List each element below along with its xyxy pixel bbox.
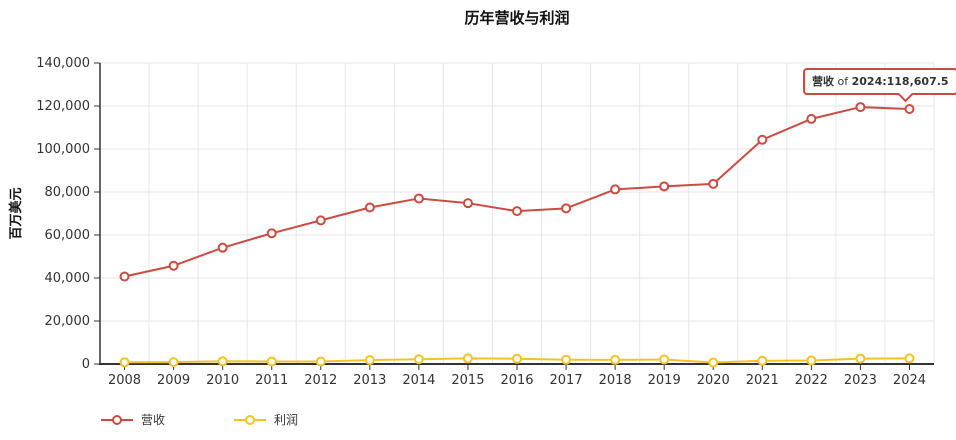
point-利润-2016[interactable]: [512, 353, 522, 364]
y-tick-label: 80,000: [45, 185, 91, 200]
point-利润-2015[interactable]: [462, 353, 473, 364]
point-利润-2010[interactable]: [217, 356, 228, 367]
point-利润-2012[interactable]: [315, 356, 326, 367]
x-tick-label: 2012: [304, 373, 337, 388]
x-tick-label: 2017: [550, 373, 583, 388]
x-tick-label: 2021: [746, 373, 779, 388]
point-营收-2017[interactable]: [561, 203, 572, 214]
y-tick-label: 40,000: [45, 271, 91, 286]
x-tick-label: 2018: [599, 373, 632, 388]
x-tick-label: 2010: [206, 373, 239, 388]
point-利润-2022[interactable]: [806, 355, 817, 366]
x-tick-label: 2009: [157, 373, 190, 388]
legend-item-profit[interactable]: 利润: [233, 411, 298, 428]
point-利润-2019[interactable]: [659, 354, 670, 365]
point-利润-2014[interactable]: [413, 354, 424, 365]
legend-item-revenue[interactable]: 营收: [100, 411, 165, 428]
legend-profit-line-icon: [234, 414, 267, 425]
chart-title: 历年营收与利润: [464, 9, 570, 27]
legend-revenue-line-icon: [101, 414, 133, 425]
x-tick-label: 2022: [795, 373, 828, 388]
legend-profit-label: 利润: [274, 413, 299, 427]
y-tick-label: 120,000: [36, 99, 90, 114]
x-tick-label: 2019: [648, 373, 681, 388]
point-营收-2013[interactable]: [364, 202, 375, 213]
point-营收-2021[interactable]: [757, 134, 768, 145]
point-利润-2009[interactable]: [168, 357, 179, 368]
point-利润-2017[interactable]: [561, 354, 572, 365]
point-利润-2018[interactable]: [610, 354, 621, 365]
legend-revenue-label: 营收: [141, 413, 166, 427]
point-利润-2020[interactable]: [708, 357, 719, 368]
point-利润-2011[interactable]: [266, 356, 277, 367]
x-tick-label: 2008: [108, 373, 141, 388]
x-tick-label: 2016: [500, 373, 533, 388]
y-tick-label: 140,000: [36, 56, 90, 71]
point-营收-2015[interactable]: [462, 198, 473, 209]
point-利润-2008[interactable]: [119, 357, 130, 368]
x-tick-label: 2023: [844, 373, 877, 388]
point-营收-2008[interactable]: [119, 271, 130, 282]
y-axis-title: 百万美元: [8, 187, 24, 239]
point-营收-2019[interactable]: [659, 181, 670, 192]
point-营收-2022[interactable]: [806, 113, 817, 124]
x-tick-label: 2015: [451, 373, 484, 388]
y-tick-label: 20,000: [45, 314, 91, 329]
point-营收-2023[interactable]: [855, 102, 866, 113]
point-营收-2024[interactable]: [904, 103, 915, 114]
y-tick-label: 60,000: [45, 228, 91, 243]
point-营收-2011[interactable]: [266, 228, 277, 239]
tooltip-connector: of: [834, 75, 852, 88]
point-利润-2023[interactable]: [855, 353, 866, 364]
point-利润-2013[interactable]: [364, 355, 375, 366]
x-tick-label: 2014: [402, 373, 435, 388]
tooltip: 营收 of 2024:118,607.5: [803, 68, 956, 103]
legend: 营收 利润: [100, 411, 298, 428]
y-tick-label: 100,000: [36, 142, 90, 157]
point-营收-2014[interactable]: [413, 193, 424, 204]
point-营收-2009[interactable]: [168, 260, 179, 271]
x-tick-label: 2024: [893, 373, 926, 388]
x-tick-label: 2013: [353, 373, 386, 388]
x-tick-label: 2011: [255, 373, 288, 388]
y-tick-label: 0: [82, 357, 90, 372]
point-营收-2012[interactable]: [315, 215, 326, 226]
point-营收-2016[interactable]: [512, 206, 522, 217]
tooltip-value: 2024:118,607.5: [851, 75, 949, 88]
point-营收-2020[interactable]: [708, 178, 719, 189]
point-利润-2024[interactable]: [904, 353, 915, 364]
point-营收-2010[interactable]: [217, 242, 228, 253]
x-tick-label: 2020: [697, 373, 730, 388]
tooltip-series-name: 营收: [812, 75, 834, 88]
point-利润-2021[interactable]: [757, 355, 768, 366]
point-营收-2018[interactable]: [610, 184, 621, 195]
